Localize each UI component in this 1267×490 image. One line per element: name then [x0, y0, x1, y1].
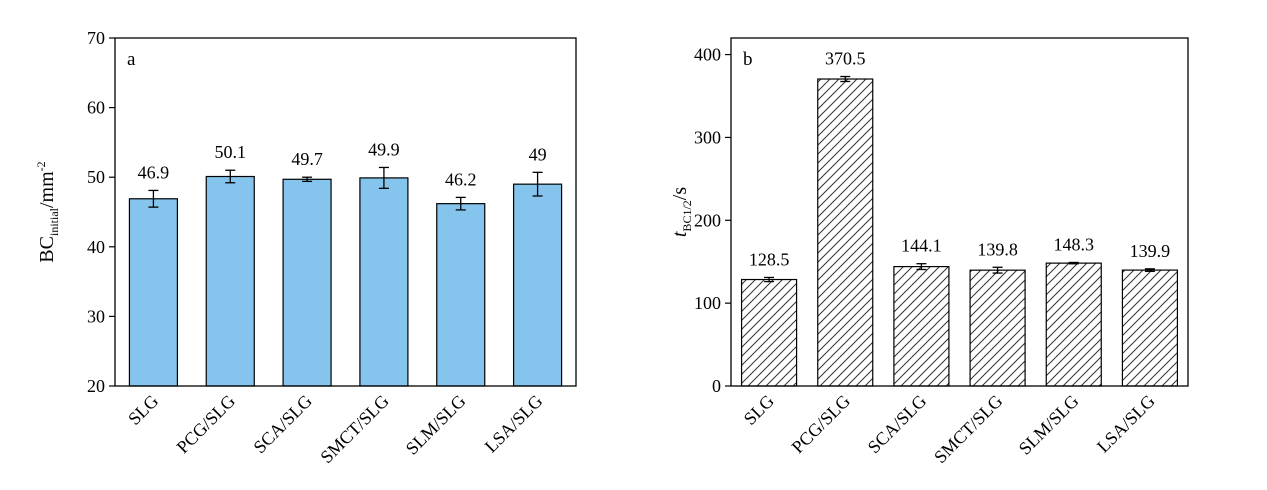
- plot-frame: [730, 37, 1189, 387]
- x-tick-label: SMCT/SLG: [316, 391, 392, 467]
- plot-frame: [114, 37, 577, 387]
- data-label: 139.8: [977, 239, 1018, 259]
- y-tick-label: 200: [694, 210, 721, 230]
- y-tick-label: 40: [87, 237, 105, 257]
- bar: [740, 278, 798, 387]
- y-tick-label: 300: [694, 127, 721, 147]
- y-tick-label: 0: [712, 376, 721, 396]
- bar: [359, 177, 409, 387]
- x-tick-label: SCA/SLG: [864, 391, 930, 457]
- x-tick-label: LSA/SLG: [481, 391, 547, 457]
- x-tick-label: PCG/SLG: [788, 391, 854, 457]
- bar: [128, 198, 179, 387]
- y-tick-label: 50: [87, 167, 105, 187]
- data-label: 370.5: [825, 49, 866, 69]
- y-tick-label: 70: [87, 28, 105, 48]
- data-label: 46.2: [445, 169, 477, 189]
- bar: [969, 269, 1026, 387]
- y-axis-label: BCinitial/mm-2: [34, 161, 61, 262]
- data-label: 144.1: [901, 236, 942, 256]
- x-tick-label: SLG: [124, 391, 162, 429]
- bar: [817, 78, 874, 387]
- panel-label: a: [127, 49, 136, 70]
- data-label: 128.5: [749, 249, 790, 269]
- x-tick-label: SLM/SLG: [402, 391, 470, 459]
- data-label: 46.9: [138, 162, 170, 182]
- y-tick-label: 60: [87, 98, 105, 118]
- chart-panel-b: 0 100 200 300 400 128.5 SLG 370.5 PCG/SLG 144.1 SC…: [669, 37, 1189, 467]
- bar: [205, 175, 255, 387]
- bar: [1121, 269, 1179, 387]
- y-tick-label: 400: [694, 45, 721, 65]
- data-label: 49.7: [291, 149, 323, 169]
- x-tick-label: SLM/SLG: [1015, 391, 1083, 459]
- x-tick-label: PCG/SLG: [173, 391, 239, 457]
- data-label: 148.3: [1054, 234, 1095, 254]
- panel-label: b: [743, 49, 753, 70]
- y-tick-label: 100: [694, 293, 721, 313]
- data-label: 50.1: [215, 142, 247, 162]
- bar: [512, 183, 563, 387]
- data-label: 139.9: [1130, 241, 1171, 261]
- data-label: 49: [529, 144, 547, 164]
- bar: [436, 203, 486, 387]
- x-tick-label: SMCT/SLG: [930, 391, 1006, 467]
- bar: [282, 178, 332, 387]
- bar: [1045, 262, 1102, 387]
- y-tick-label: 20: [87, 376, 105, 396]
- data-label: 49.9: [368, 139, 400, 159]
- y-tick-label: 30: [87, 306, 105, 326]
- y-axis-label: tBC1/2/s: [669, 187, 694, 237]
- x-tick-label: LSA/SLG: [1093, 391, 1159, 457]
- x-tick-label: SCA/SLG: [249, 391, 315, 457]
- chart-panel-a: 20 30 40 50 60 70 46.9 SLG 50.1 PCG/SLG 49.7 SCA/SL…: [34, 28, 577, 467]
- x-tick-label: SLG: [740, 391, 778, 429]
- bar: [893, 266, 950, 387]
